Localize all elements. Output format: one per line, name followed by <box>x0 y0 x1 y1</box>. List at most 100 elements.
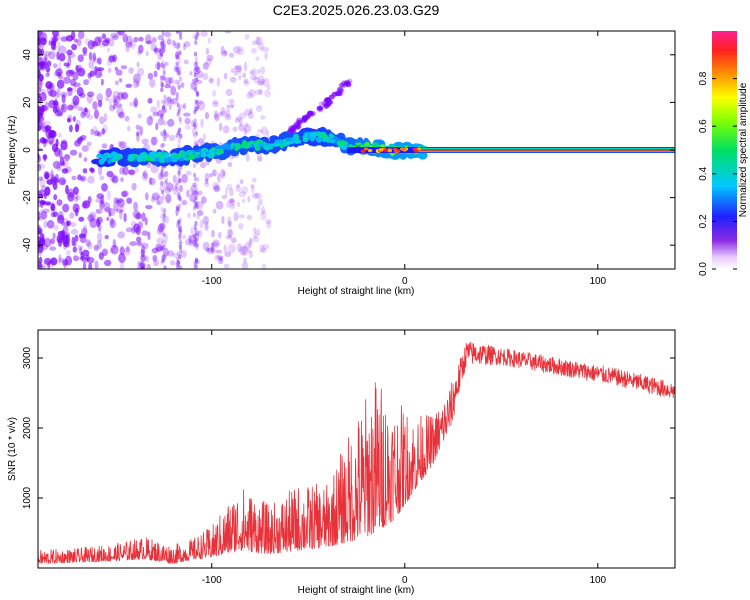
noise-column-point <box>160 143 164 149</box>
noise-column-point <box>195 67 199 73</box>
noise-point <box>38 74 44 82</box>
noise-column-point <box>193 125 197 130</box>
noise-point <box>243 61 248 72</box>
ridge-core-point <box>110 152 119 157</box>
noise-column-point <box>162 43 166 49</box>
noise-column-point <box>162 232 166 238</box>
noise-point <box>232 126 238 132</box>
noise-column-point <box>193 51 198 57</box>
colorbar-gradient <box>712 31 737 269</box>
noise-point <box>141 212 146 222</box>
noise-column-point <box>161 66 165 71</box>
noise-point <box>223 263 230 269</box>
noise-point <box>180 250 187 258</box>
noise-point <box>224 251 231 258</box>
ridge-core-point <box>338 140 347 146</box>
noise-point <box>119 203 125 214</box>
noise-column-point <box>178 178 182 184</box>
noise-point <box>172 252 180 259</box>
noise-point <box>222 125 230 134</box>
noise-point <box>40 37 47 46</box>
noise-point <box>226 228 234 238</box>
noise-point <box>78 152 82 159</box>
noise-point <box>151 192 160 201</box>
noise-point <box>88 72 92 82</box>
noise-point <box>229 197 235 206</box>
noise-column-point <box>194 195 198 201</box>
noise-column-point <box>160 214 164 220</box>
noise-point <box>246 91 254 99</box>
noise-point <box>107 67 112 73</box>
noise-point <box>78 233 86 239</box>
noise-point <box>200 118 204 128</box>
noise-point <box>82 262 87 269</box>
noise-column-point <box>194 258 198 264</box>
noise-column-point <box>194 237 198 243</box>
noise-point <box>110 32 118 38</box>
tone-start-point <box>367 148 373 153</box>
noise-column-point <box>177 143 181 149</box>
y-tick-label: -20 <box>22 190 33 205</box>
noise-column-point <box>162 70 166 75</box>
noise-column-point <box>192 163 196 169</box>
noise-point <box>141 230 149 236</box>
colorbar-tick-label: 0.8 <box>698 71 709 85</box>
noise-column-point <box>195 245 199 251</box>
noise-point <box>98 166 103 176</box>
noise-point <box>189 71 193 76</box>
noise-point <box>74 140 81 147</box>
noise-point <box>173 79 181 85</box>
noise-column-point <box>193 80 197 86</box>
noise-point <box>243 80 250 86</box>
noise-point <box>145 34 152 44</box>
noise-column-point <box>175 133 179 138</box>
noise-point <box>239 245 247 256</box>
noise-point <box>50 203 56 212</box>
noise-point <box>172 174 177 184</box>
ridge-core-point <box>107 158 112 164</box>
noise-point <box>257 75 265 86</box>
ridge-core-point <box>110 158 117 163</box>
noise-point <box>212 208 217 214</box>
noise-point <box>38 80 43 86</box>
noise-point <box>115 80 119 86</box>
noise-point <box>258 88 263 95</box>
noise-point <box>156 227 164 235</box>
noise-point <box>151 196 155 203</box>
ridge-core-point <box>178 157 184 162</box>
noise-point <box>196 210 204 216</box>
noise-point <box>120 65 128 70</box>
noise-point <box>161 240 167 248</box>
noise-point <box>187 212 191 218</box>
noise-point <box>188 234 192 243</box>
noise-point <box>104 259 112 267</box>
noise-point <box>243 124 252 133</box>
noise-point <box>62 203 70 213</box>
noise-point <box>167 250 175 257</box>
noise-point <box>160 113 164 119</box>
noise-point <box>72 100 79 110</box>
noise-point <box>74 234 79 242</box>
noise-point <box>141 242 149 250</box>
noise-column-point <box>192 205 197 211</box>
noise-point <box>224 50 227 56</box>
noise-point <box>148 97 153 104</box>
noise-point <box>72 116 77 122</box>
tone-start-point <box>395 149 401 153</box>
noise-point <box>117 198 125 208</box>
branch-point <box>346 78 353 84</box>
noise-column-point <box>193 262 197 268</box>
noise-point <box>253 76 260 84</box>
noise-column-point <box>163 94 167 100</box>
noise-point <box>258 198 263 206</box>
ridge-core-point <box>158 157 166 163</box>
noise-point <box>218 231 222 239</box>
tone-start-point <box>378 148 384 152</box>
noise-point <box>266 220 271 229</box>
noise-column-point <box>178 254 182 259</box>
noise-column-point <box>195 264 199 269</box>
noise-point <box>53 63 58 69</box>
noise-point <box>63 241 70 248</box>
noise-point <box>221 50 228 57</box>
noise-point <box>190 226 195 236</box>
